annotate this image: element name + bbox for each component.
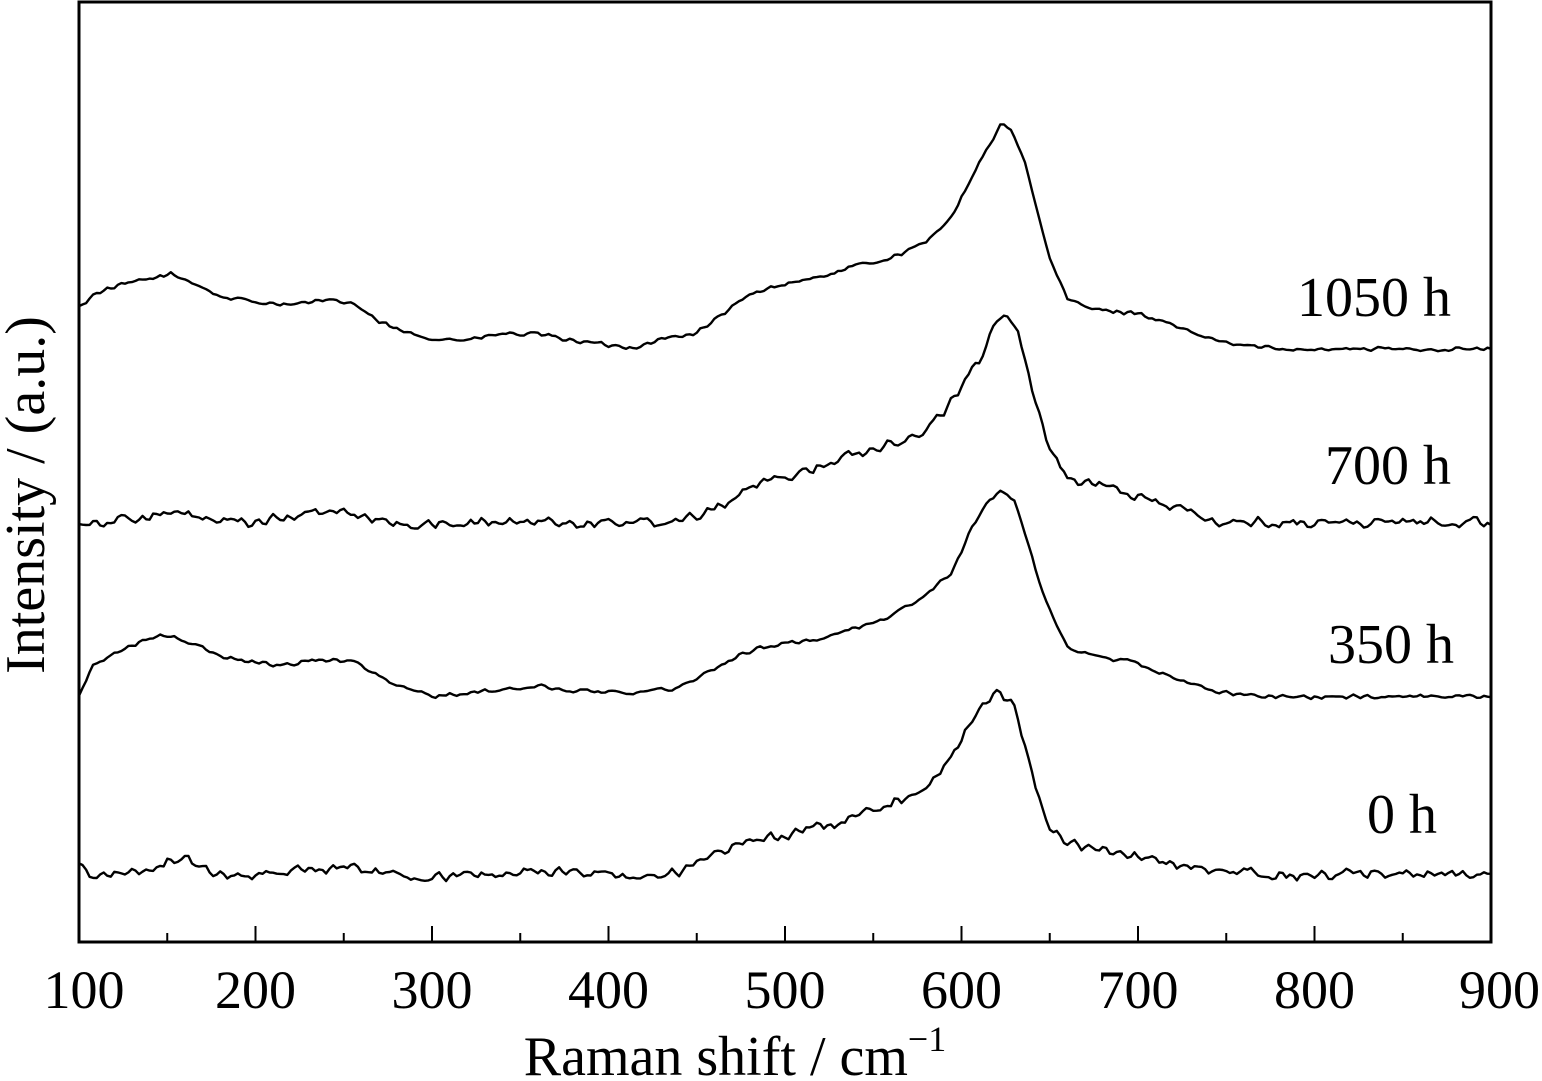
x-tick-label-600: 600	[921, 960, 1002, 1020]
trace-0-h	[78, 688, 1492, 883]
y-axis-label: Intensity / (a.u.)	[0, 316, 57, 674]
x-axis-label: Raman shift / cm−1	[524, 1019, 946, 1081]
x-tick-label-900: 900	[1459, 960, 1540, 1020]
series-label-350-h: 350 h	[1328, 614, 1454, 676]
x-axis-ticks	[78, 926, 1492, 942]
spectra-traces	[77, 123, 1492, 883]
series-label-1050-h: 1050 h	[1297, 267, 1451, 329]
x-tick-label-400: 400	[568, 960, 649, 1020]
trace-350-h	[77, 489, 1492, 701]
series-labels: 1050 h 700 h 350 h 0 h	[1297, 267, 1454, 846]
x-tick-label-200: 200	[215, 960, 296, 1020]
x-tick-label-500: 500	[745, 960, 826, 1020]
x-tick-label-700: 700	[1098, 960, 1179, 1020]
x-axis-label-superscript: −1	[908, 1019, 946, 1059]
series-label-700-h: 700 h	[1325, 435, 1451, 497]
x-tick-label-100: 100	[44, 960, 125, 1020]
x-axis-tick-labels: 100 200 300 400 500 600 700 800 900	[44, 960, 1541, 1020]
series-label-0-h: 0 h	[1367, 784, 1437, 846]
trace-1050-h	[78, 123, 1492, 353]
x-tick-label-800: 800	[1274, 960, 1355, 1020]
x-tick-label-300: 300	[392, 960, 473, 1020]
x-axis-label-text: Raman shift / cm	[524, 1026, 908, 1081]
plot-frame	[77, 0, 1493, 944]
trace-700-h	[78, 314, 1492, 530]
